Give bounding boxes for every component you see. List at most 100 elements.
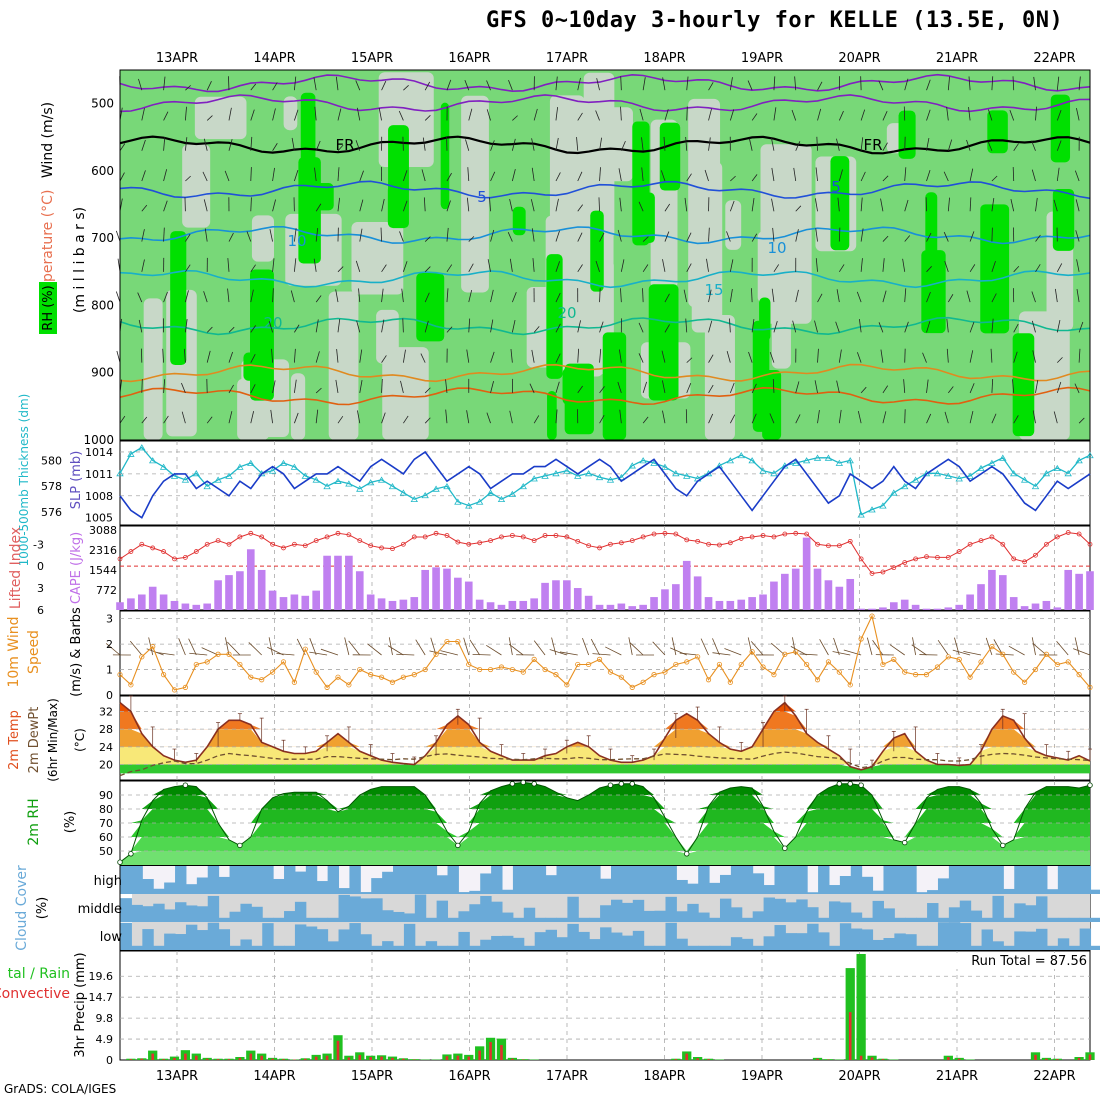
wind-speed-point — [150, 644, 156, 650]
wind-barb — [926, 109, 931, 121]
wind-barb — [751, 288, 753, 303]
rh-band-0 — [120, 851, 1090, 865]
wind-barb — [162, 348, 164, 363]
thickness-point — [944, 472, 953, 479]
cloud-cell — [883, 866, 895, 894]
date-label-top: 22APR — [1033, 51, 1075, 66]
wind-barb — [337, 266, 344, 273]
lifted-index-point — [172, 556, 177, 562]
wind-barb — [272, 82, 278, 91]
thickness-point — [988, 459, 996, 466]
cape-bar — [704, 597, 713, 610]
wind-barb — [403, 415, 409, 424]
lifted-index-point — [237, 534, 243, 540]
wind-barb — [599, 348, 602, 363]
cloud-cell — [992, 941, 1004, 950]
wind-barb — [1013, 265, 1020, 273]
wind-speed-point — [215, 651, 221, 657]
wind-barb — [359, 228, 363, 242]
cape-bar — [563, 580, 571, 610]
wind-speed-point — [847, 682, 853, 688]
cloud-cell — [120, 898, 132, 922]
wind-barb — [141, 139, 146, 151]
wind-speed-point — [160, 672, 167, 678]
lifted-index-point — [291, 541, 297, 547]
isotherm-label: 5 — [477, 188, 487, 206]
pressure-tick: 900 — [91, 366, 114, 380]
wind-barb — [446, 200, 451, 212]
wind-speed-point — [1076, 672, 1082, 678]
wind-panel-frame — [119, 610, 1091, 696]
precip-conv-bar — [347, 1057, 351, 1060]
wind-barb — [904, 288, 907, 303]
cloud-cell — [425, 917, 438, 922]
wind-barb — [424, 236, 431, 242]
cloud-cell — [153, 903, 165, 922]
wind-barb — [337, 319, 341, 333]
cloud-cell — [905, 866, 917, 894]
cloud-cell — [185, 905, 198, 922]
wind-barb — [294, 170, 299, 182]
cloud-cell — [393, 911, 405, 922]
cloud-cell — [403, 913, 416, 922]
wind-barb — [490, 319, 494, 333]
wind-barb — [576, 137, 579, 151]
wind-barb — [490, 140, 495, 151]
cloud-cell — [164, 933, 176, 950]
wind-barb — [833, 637, 840, 656]
cloud-cell — [545, 875, 558, 894]
precip-conv-bar — [173, 1057, 176, 1060]
cape-bar — [759, 594, 767, 610]
wind-barb — [486, 412, 491, 424]
wind-barb — [357, 410, 361, 424]
axis-label: 2m DewPt — [27, 707, 42, 774]
wind-barb — [337, 108, 342, 121]
cape-bar — [802, 537, 811, 610]
wind-barb — [617, 381, 622, 394]
cloud-cell — [839, 876, 852, 894]
wind-barb — [276, 653, 295, 656]
thickness-point — [148, 457, 157, 464]
rh-tick: 90 — [99, 789, 113, 802]
thickness-point — [584, 470, 593, 477]
wind-barb — [791, 109, 797, 121]
thickness-point — [726, 457, 735, 464]
precip-conv-bar — [314, 1056, 318, 1060]
wind-speed-point — [1011, 669, 1017, 675]
date-label-bottom: 15APR — [351, 1069, 393, 1084]
cloud-cell — [131, 945, 143, 950]
cloud-cell — [349, 896, 361, 922]
cloud-cell — [763, 897, 775, 922]
wind-barb — [115, 291, 121, 303]
cloud-cell — [709, 882, 721, 894]
wind-barb — [272, 143, 278, 151]
cloud-cell — [719, 874, 732, 894]
cloud-cell — [818, 917, 830, 922]
wind-speed-point — [956, 656, 962, 662]
rh-moist-patch — [648, 284, 679, 401]
wind-barb — [185, 264, 191, 273]
wind-tick: 1 — [106, 664, 113, 677]
lifted-index-point — [836, 543, 842, 549]
wind-barb — [1010, 199, 1015, 212]
wind-barb — [1013, 323, 1019, 333]
cape-bar — [399, 599, 408, 610]
wind-speed-point — [389, 679, 396, 685]
lifted-index-point — [902, 560, 908, 565]
cloud-cell — [687, 945, 699, 950]
cloud-cell — [654, 866, 666, 894]
cloud-cell — [1036, 866, 1048, 894]
thickness-point — [846, 457, 854, 464]
thickness-point — [497, 495, 506, 503]
lifted-index-point — [248, 530, 254, 536]
wind-barb — [250, 411, 255, 424]
wind-barb — [620, 140, 626, 151]
date-label-top: 14APR — [253, 51, 295, 66]
cloud-cell — [207, 895, 220, 922]
wind-barb — [817, 409, 820, 424]
lifted-index-point — [597, 545, 602, 551]
wind-barb — [486, 80, 491, 91]
wind-barb — [686, 173, 692, 182]
wind-barb — [356, 107, 361, 121]
